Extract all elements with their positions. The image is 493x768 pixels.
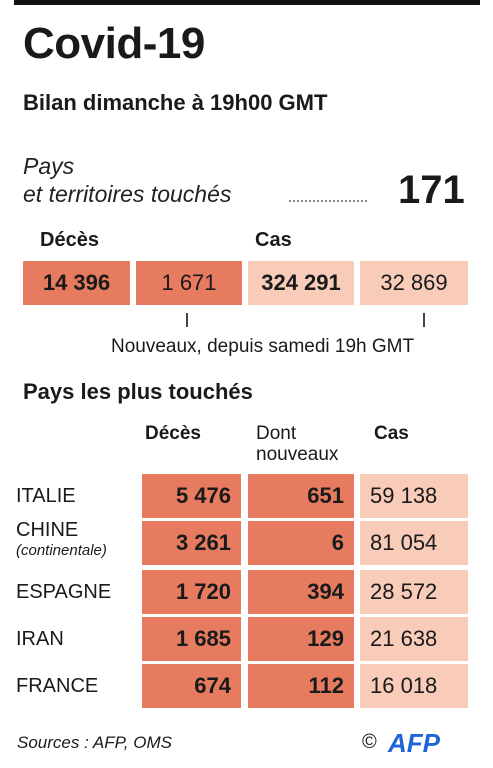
- row-new-deaths-iran: 129: [248, 617, 354, 661]
- row-cases-chine: 81 054: [360, 521, 468, 565]
- deaths-new-box: 1 671: [136, 261, 242, 305]
- new-since-note: Nouveaux, depuis samedi 19h GMT: [111, 336, 415, 357]
- summary-deaths-label: Décès: [40, 229, 99, 251]
- new-cases-tick: [423, 313, 425, 327]
- page-title: Covid-19: [23, 19, 205, 68]
- row-new-deaths-espagne: 394: [248, 570, 354, 614]
- copyright-symbol: ©: [362, 731, 377, 753]
- cases-total-value: 324 291: [261, 270, 341, 295]
- row-cases-iran: 21 638: [360, 617, 468, 661]
- new-deaths-tick: [186, 313, 188, 327]
- row-deaths-italie: 5 476: [142, 474, 241, 518]
- row-new-deaths-chine: 6: [248, 521, 354, 565]
- cases-new-box: 32 869: [360, 261, 468, 305]
- row-new-deaths-italie: 651: [248, 474, 354, 518]
- countries-affected-label: Pays et territoires touchés: [23, 152, 231, 208]
- cases-new-value: 32 869: [380, 270, 448, 295]
- row-deaths-iran: 1 685: [142, 617, 241, 661]
- countries-affected-value: 171: [398, 168, 465, 212]
- summary-cases-label: Cas: [255, 229, 292, 251]
- row-cases-italie: 59 138: [360, 474, 468, 518]
- afp-logo-text: AFP: [387, 728, 441, 758]
- column-header-new-deaths-line2: nouveaux: [256, 444, 339, 465]
- row-country-iran: IRAN: [16, 628, 64, 650]
- most-affected-heading: Pays les plus touchés: [23, 379, 253, 404]
- countries-affected-label-line2: et territoires touchés: [23, 181, 232, 207]
- row-country-italie: ITALIE: [16, 485, 76, 507]
- deaths-total-value: 14 396: [42, 270, 111, 295]
- row-cases-france: 16 018: [360, 664, 468, 708]
- page-subtitle: Bilan dimanche à 19h00 GMT: [23, 90, 328, 115]
- deaths-new-value: 1 671: [161, 270, 217, 295]
- dotted-leader: [289, 200, 367, 202]
- row-deaths-chine: 3 261: [142, 521, 241, 565]
- row-deaths-espagne: 1 720: [142, 570, 241, 614]
- sources-note: Sources : AFP, OMS: [17, 733, 172, 752]
- afp-logo: AFP: [387, 728, 441, 758]
- top-rule: [14, 0, 480, 5]
- row-country-espagne: ESPAGNE: [16, 581, 112, 603]
- row-new-deaths-france: 112: [248, 664, 354, 708]
- column-header-deaths: Décès: [145, 423, 201, 444]
- column-header-new-deaths-line1: Dont: [256, 423, 297, 444]
- row-country-chine: CHINE: [16, 519, 79, 541]
- row-cases-espagne: 28 572: [360, 570, 468, 614]
- countries-affected-label-line1: Pays: [23, 153, 75, 179]
- row-country-france: FRANCE: [16, 675, 99, 697]
- row-country-chine-subtitle: (continentale): [16, 542, 107, 559]
- row-deaths-france: 674: [142, 664, 241, 708]
- column-header-new-deaths: Dont nouveaux: [256, 424, 338, 464]
- deaths-total-box: 14 396: [23, 261, 130, 305]
- column-header-cases: Cas: [374, 423, 409, 444]
- cases-total-box: 324 291: [248, 261, 354, 305]
